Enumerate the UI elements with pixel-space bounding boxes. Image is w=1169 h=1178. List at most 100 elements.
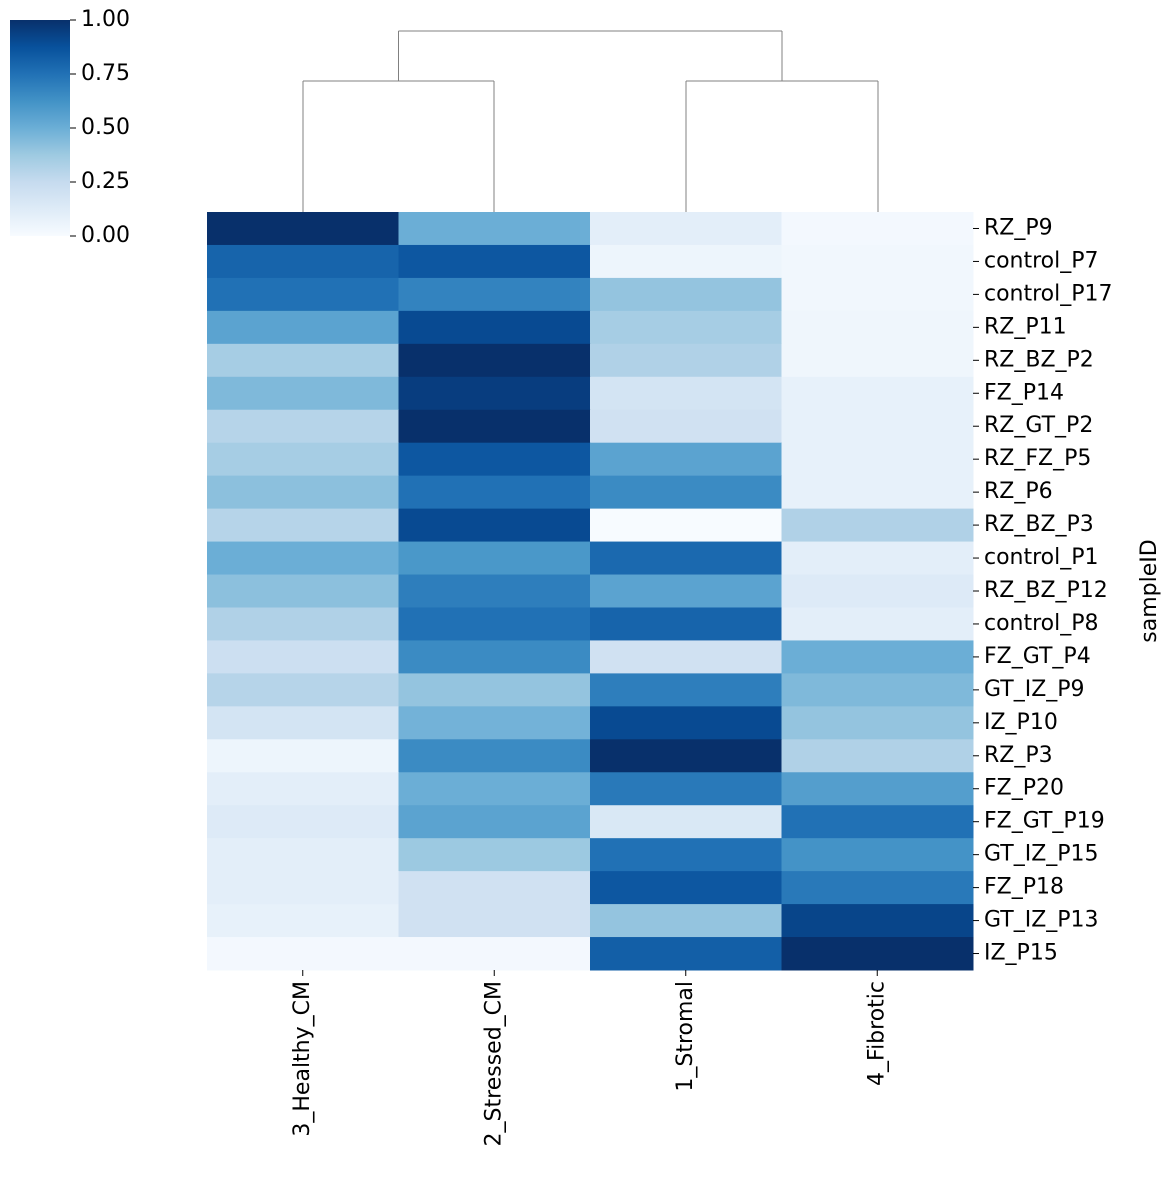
- heatmap-cell: [398, 640, 591, 674]
- row-label: RZ_GT_P2: [984, 413, 1093, 438]
- row-label: control_P17: [984, 281, 1113, 306]
- row-label: RZ_P11: [984, 314, 1067, 339]
- row-label: FZ_GT_P19: [984, 809, 1105, 834]
- heatmap-cell: [398, 310, 591, 345]
- heatmap-cell: [781, 277, 974, 312]
- dendrogram: [302, 30, 879, 212]
- heatmap-cell: [207, 376, 399, 411]
- row-label: RZ_BZ_P2: [984, 347, 1094, 372]
- heatmap-cell: [590, 640, 782, 674]
- row-label: GT_IZ_P9: [984, 677, 1085, 702]
- heatmap-cell: [207, 706, 399, 740]
- heatmap-cell: [781, 739, 974, 773]
- heatmap-cell: [207, 541, 399, 576]
- heatmap-cell: [207, 574, 399, 608]
- heatmap-cell: [590, 442, 782, 477]
- heatmap-cell: [207, 805, 399, 839]
- heatmap-cell: [207, 640, 399, 674]
- heatmap-cell: [781, 772, 974, 806]
- row-label: FZ_P14: [984, 380, 1064, 405]
- heatmap-cell: [590, 838, 782, 872]
- heatmap-cell: [398, 541, 591, 576]
- heatmap-cell: [398, 937, 591, 971]
- row-label: control_P1: [984, 545, 1099, 570]
- column-label: 1_Stromal: [673, 981, 698, 1092]
- colorbar: [10, 20, 70, 236]
- heatmap-cell: [398, 244, 591, 279]
- heatmap-cell: [781, 904, 974, 938]
- heatmap-cell: [398, 376, 591, 411]
- row-label: control_P8: [984, 611, 1099, 636]
- heatmap-cell: [398, 739, 591, 773]
- heatmap-cell: [781, 508, 974, 543]
- heatmap-cell: [207, 739, 399, 773]
- heatmap-cell: [590, 673, 782, 707]
- heatmap-cell: [207, 871, 399, 905]
- colorbar-tick-label: 0.75: [81, 61, 130, 86]
- heatmap-cell: [590, 739, 782, 773]
- heatmap-cell: [781, 343, 974, 378]
- heatmap-cell: [207, 838, 399, 872]
- heatmap-cell: [398, 904, 591, 938]
- heatmap-cell: [781, 212, 974, 246]
- row-label: RZ_P3: [984, 743, 1053, 768]
- colorbar-tick-label: 0.50: [81, 115, 130, 140]
- heatmap-cell: [781, 442, 974, 477]
- heatmap-cell: [398, 871, 591, 905]
- heatmap-cell: [590, 871, 782, 905]
- heatmap-cell: [207, 508, 399, 543]
- heatmap-cell: [781, 574, 974, 608]
- heatmap-cell: [781, 640, 974, 674]
- heatmap-cell: [398, 805, 591, 839]
- heatmap-cell: [781, 706, 974, 740]
- heatmap-cell: [590, 541, 782, 576]
- heatmap-cell: [590, 805, 782, 839]
- heatmap-cell: [398, 343, 591, 378]
- colorbar-tick-label: 0.00: [81, 223, 130, 248]
- heatmap-cell: [590, 343, 782, 378]
- heatmap-cell: [590, 706, 782, 740]
- heatmap-cell: [781, 244, 974, 279]
- heatmap-cell: [781, 607, 974, 641]
- heatmap-cell: [207, 310, 399, 345]
- heatmap-cell: [398, 475, 591, 510]
- heatmap-cell: [781, 409, 974, 444]
- heatmap-cell: [590, 277, 782, 312]
- heatmap-cell: [590, 310, 782, 345]
- heatmap-cell: [207, 772, 399, 806]
- heatmap-cell: [590, 607, 782, 641]
- column-label: 3_Healthy_CM: [290, 981, 315, 1137]
- heatmap-cell: [590, 376, 782, 411]
- heatmap-cell: [398, 574, 591, 608]
- row-label: FZ_P18: [984, 875, 1064, 900]
- heatmap-cell: [398, 277, 591, 312]
- heatmap-cell: [590, 244, 782, 279]
- colorbar-tick-label: 0.25: [81, 169, 130, 194]
- heatmap-cell: [590, 772, 782, 806]
- heatmap-cell: [207, 277, 399, 312]
- row-label: IZ_P15: [984, 941, 1058, 966]
- heatmap-cell: [781, 376, 974, 411]
- row-label: RZ_P6: [984, 479, 1053, 504]
- heatmap-cell: [781, 805, 974, 839]
- heatmap-cell: [398, 772, 591, 806]
- row-label: RZ_BZ_P12: [984, 578, 1108, 603]
- row-label: GT_IZ_P13: [984, 908, 1099, 933]
- heatmap-cell: [398, 442, 591, 477]
- heatmap-cell: [398, 409, 591, 444]
- heatmap-cell: [781, 871, 974, 905]
- heatmap-cell: [781, 310, 974, 345]
- row-label: FZ_GT_P4: [984, 644, 1091, 669]
- heatmap-cell: [781, 838, 974, 872]
- heatmap-cell: [398, 607, 591, 641]
- heatmap-cell: [590, 574, 782, 608]
- colorbar-tick-label: 1.00: [81, 7, 130, 32]
- heatmap-cell: [590, 904, 782, 938]
- heatmap-cell: [398, 673, 591, 707]
- heatmap-cell: [398, 508, 591, 543]
- row-label: IZ_P10: [984, 710, 1058, 735]
- heatmap-cell: [590, 409, 782, 444]
- heatmap-cell: [781, 937, 974, 971]
- heatmap-cell: [398, 706, 591, 740]
